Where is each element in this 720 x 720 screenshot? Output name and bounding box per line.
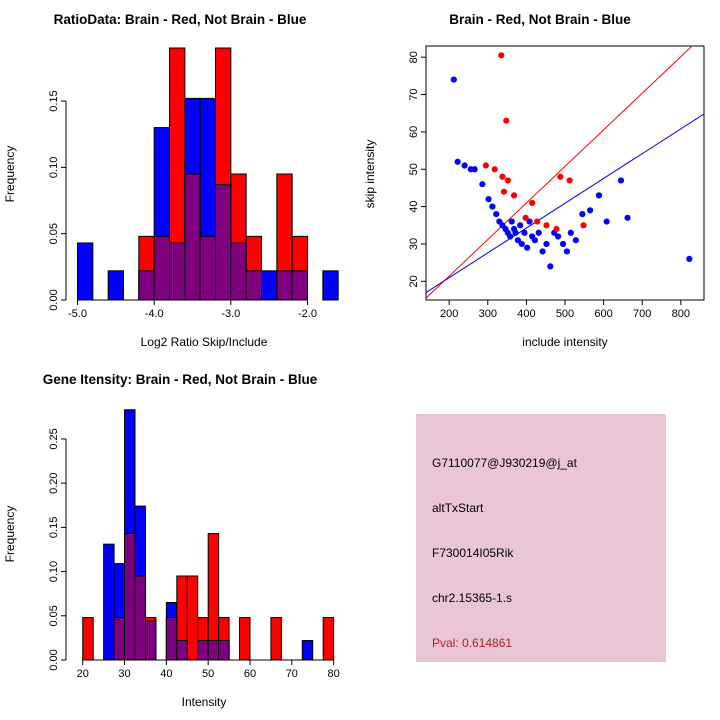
svg-text:0.05: 0.05 — [48, 223, 60, 244]
pval-text: Pval: 0.614861 — [432, 636, 513, 650]
svg-text:40: 40 — [408, 200, 420, 212]
svg-text:30: 30 — [408, 238, 420, 250]
intensity-scatter-plot-area: 200 300 400 500 600 700 800 20 30 40 50 60 70 80 — [408, 45, 705, 320]
svg-text:-5.0: -5.0 — [68, 308, 87, 320]
ratio-x-axis-label: Log2 Ratio Skip/Include — [141, 335, 268, 349]
svg-text:80: 80 — [328, 668, 340, 680]
gene-x-axis-label: Intensity — [182, 695, 227, 709]
panel-gene-intensity-histogram: Gene Itensity: Brain - Red, Not Brain - … — [0, 360, 360, 720]
svg-text:700: 700 — [633, 308, 651, 320]
location-text: chr2.15365-1.s — [432, 591, 513, 605]
svg-text:50: 50 — [408, 163, 420, 175]
svg-text:80: 80 — [408, 51, 420, 63]
scatter-y-axis-label: skip intensity — [363, 140, 377, 209]
ratio-y-axis-label: Frequency — [3, 146, 17, 203]
svg-text:70: 70 — [408, 88, 420, 100]
svg-text:500: 500 — [556, 308, 574, 320]
svg-text:40: 40 — [160, 668, 172, 680]
svg-text:300: 300 — [479, 308, 497, 320]
svg-text:0.00: 0.00 — [48, 289, 60, 310]
svg-text:-4.0: -4.0 — [145, 308, 164, 320]
svg-text:-2.0: -2.0 — [298, 308, 317, 320]
panel-intensity-scatter: Brain - Red, Not Brain - Blue include in… — [360, 0, 720, 360]
svg-text:0.05: 0.05 — [48, 605, 60, 626]
svg-text:400: 400 — [517, 308, 535, 320]
scatter-title: Brain - Red, Not Brain - Blue — [449, 12, 631, 27]
svg-text:20: 20 — [408, 275, 420, 287]
svg-text:800: 800 — [672, 308, 690, 320]
svg-text:60: 60 — [244, 668, 256, 680]
gene-histogram-title: Gene Itensity: Brain - Red, Not Brain - … — [43, 372, 318, 387]
svg-text:600: 600 — [594, 308, 612, 320]
svg-text:20: 20 — [77, 668, 89, 680]
svg-text:-3.0: -3.0 — [221, 308, 240, 320]
svg-text:0.10: 0.10 — [48, 561, 60, 582]
svg-text:0.10: 0.10 — [48, 157, 60, 178]
gene-symbol-text: F730014I05Rik — [432, 546, 514, 560]
svg-text:200: 200 — [440, 308, 458, 320]
ratio-histogram-plot-area: -5.0 -4.0 -3.0 -2.0 0.00 0.05 0.10 0.15 — [48, 47, 339, 320]
svg-text:60: 60 — [408, 126, 420, 138]
scatter-x-axis-label: include intensity — [522, 335, 607, 349]
intensity-scatter-chart: Brain - Red, Not Brain - Blue include in… — [363, 12, 705, 349]
panel-ratio-histogram: RatioData: Brain - Red, Not Brain - Blue… — [0, 0, 360, 360]
svg-text:30: 30 — [118, 668, 130, 680]
gene-y-axis-label: Frequency — [3, 506, 17, 563]
svg-text:0.15: 0.15 — [48, 90, 60, 111]
gene-histogram-plot-area: 20 30 40 50 60 70 80 0.00 0.05 0.10 0.15 0.20 0.25 — [48, 409, 340, 680]
ratio-histogram-title: RatioData: Brain - Red, Not Brain - Blue — [54, 12, 307, 27]
gene-intensity-histogram-chart: Gene Itensity: Brain - Red, Not Brain - … — [3, 372, 340, 709]
svg-text:0.25: 0.25 — [48, 428, 60, 449]
panel-gene-info: G7110077@J930219@j_at altTxStart F730014… — [360, 360, 720, 720]
svg-text:50: 50 — [202, 668, 214, 680]
gene-info-box: G7110077@J930219@j_at altTxStart F730014… — [416, 414, 666, 662]
svg-text:0.20: 0.20 — [48, 472, 60, 493]
event-type-text: altTxStart — [432, 501, 484, 515]
ratio-histogram-chart: RatioData: Brain - Red, Not Brain - Blue… — [3, 12, 339, 349]
svg-text:0.00: 0.00 — [48, 649, 60, 670]
svg-text:70: 70 — [286, 668, 298, 680]
probe-id-text: G7110077@J930219@j_at — [432, 456, 577, 470]
svg-text:0.15: 0.15 — [48, 517, 60, 538]
